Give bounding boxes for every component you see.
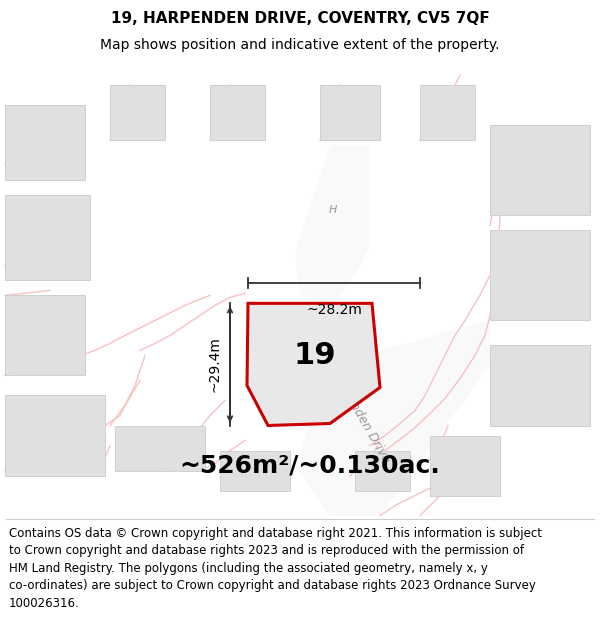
Bar <box>355 451 410 491</box>
Polygon shape <box>295 145 370 306</box>
Text: 100026316.: 100026316. <box>9 596 80 609</box>
Text: HM Land Registry. The polygons (including the associated geometry, namely x, y: HM Land Registry. The polygons (includin… <box>9 561 488 574</box>
Text: 19, HARPENDEN DRIVE, COVENTRY, CV5 7QF: 19, HARPENDEN DRIVE, COVENTRY, CV5 7QF <box>110 11 490 26</box>
Text: Map shows position and indicative extent of the property.: Map shows position and indicative extent… <box>100 39 500 52</box>
Text: to Crown copyright and database rights 2023 and is reproduced with the permissio: to Crown copyright and database rights 2… <box>9 544 524 557</box>
Bar <box>490 230 590 321</box>
Polygon shape <box>247 303 380 426</box>
Bar <box>115 426 205 471</box>
Text: Harpenden Drive: Harpenden Drive <box>328 366 392 465</box>
Bar <box>220 451 290 491</box>
Text: Contains OS data © Crown copyright and database right 2021. This information is : Contains OS data © Crown copyright and d… <box>9 526 542 539</box>
Bar <box>420 85 475 140</box>
Bar <box>5 396 105 476</box>
Text: ~526m²/~0.130ac.: ~526m²/~0.130ac. <box>179 454 440 478</box>
Bar <box>5 195 90 280</box>
Text: co-ordinates) are subject to Crown copyright and database rights 2023 Ordnance S: co-ordinates) are subject to Crown copyr… <box>9 579 536 592</box>
Text: 19: 19 <box>293 341 337 370</box>
Text: ~29.4m: ~29.4m <box>207 336 221 392</box>
Bar <box>110 85 165 140</box>
Bar <box>490 346 590 426</box>
Bar <box>5 105 85 180</box>
Bar <box>5 296 85 376</box>
Bar <box>320 85 380 140</box>
Text: ~28.2m: ~28.2m <box>306 303 362 318</box>
Text: H: H <box>329 205 337 215</box>
Bar <box>430 436 500 496</box>
Polygon shape <box>295 321 490 516</box>
Bar <box>210 85 265 140</box>
Bar <box>490 125 590 215</box>
